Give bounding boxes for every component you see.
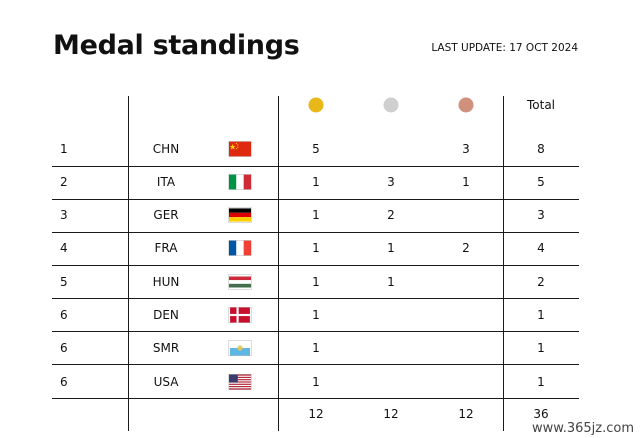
- rank-cell: 6: [60, 308, 68, 322]
- gold-count-cell: 1: [312, 208, 320, 222]
- gold-count-cell: 1: [312, 341, 320, 355]
- bronze-count-cell: 3: [462, 142, 470, 156]
- san-marino-flag-icon: [229, 340, 251, 356]
- row-divider: [52, 398, 579, 399]
- row-divider: [52, 166, 579, 167]
- total-total-cell: 36: [533, 407, 549, 421]
- last-update-label: LAST UPDATE: 17 OCT 2024: [431, 42, 578, 54]
- country-code-cell: GER: [153, 208, 179, 222]
- hungary-flag-icon: [229, 275, 251, 290]
- row-divider: [52, 298, 579, 299]
- row-divider: [52, 199, 579, 200]
- country-code-cell: USA: [153, 375, 179, 389]
- total-count-cell: 1: [537, 341, 545, 355]
- total-count-cell: 1: [537, 375, 545, 389]
- silver-medal-icon: [383, 97, 399, 113]
- row-divider: [52, 364, 579, 365]
- gold-total-cell: 12: [308, 407, 324, 421]
- denmark-flag-icon: [229, 307, 251, 323]
- total-count-cell: 8: [537, 142, 545, 156]
- rank-cell: 4: [60, 241, 68, 255]
- country-code-cell: CHN: [152, 142, 180, 156]
- row-divider: [52, 331, 579, 332]
- gold-count-cell: 1: [312, 175, 320, 189]
- page-title: Medal standings: [53, 30, 300, 61]
- country-code-cell: HUN: [152, 275, 180, 289]
- total-column-header: Total: [526, 98, 556, 112]
- watermark: www.365jz.com: [530, 421, 636, 436]
- total-count-cell: 1: [537, 308, 545, 322]
- rank-cell: 2: [60, 175, 68, 189]
- total-count-cell: 5: [537, 175, 545, 189]
- silver-count-cell: 3: [387, 175, 395, 189]
- silver-count-cell: 1: [387, 275, 395, 289]
- rank-cell: 6: [60, 341, 68, 355]
- rank-cell: 1: [60, 142, 68, 156]
- country-code-cell: DEN: [153, 308, 179, 322]
- row-divider: [52, 232, 579, 233]
- italy-flag-icon: [229, 174, 251, 190]
- total-count-cell: 3: [537, 208, 545, 222]
- column-divider: [503, 96, 504, 431]
- silver-count-cell: 1: [387, 241, 395, 255]
- gold-medal-icon: [308, 97, 324, 113]
- bronze-count-cell: 2: [462, 241, 470, 255]
- rank-cell: 5: [60, 275, 68, 289]
- rank-cell: 6: [60, 375, 68, 389]
- gold-count-cell: 5: [312, 142, 320, 156]
- column-divider: [128, 96, 129, 431]
- silver-count-cell: 2: [387, 208, 395, 222]
- rank-cell: 3: [60, 208, 68, 222]
- gold-count-cell: 1: [312, 308, 320, 322]
- france-flag-icon: [229, 240, 251, 256]
- silver-total-cell: 12: [383, 407, 399, 421]
- total-count-cell: 4: [537, 241, 545, 255]
- country-code-cell: SMR: [152, 341, 180, 355]
- germany-flag-icon: [229, 208, 251, 223]
- country-code-cell: ITA: [156, 175, 176, 189]
- row-divider: [52, 265, 579, 266]
- gold-count-cell: 1: [312, 275, 320, 289]
- usa-flag-icon: [229, 374, 251, 390]
- country-code-cell: FRA: [154, 241, 178, 255]
- total-count-cell: 2: [537, 275, 545, 289]
- bronze-medal-icon: [458, 97, 474, 113]
- bronze-count-cell: 1: [462, 175, 470, 189]
- bronze-total-cell: 12: [458, 407, 474, 421]
- gold-count-cell: 1: [312, 241, 320, 255]
- column-divider: [278, 96, 279, 431]
- china-flag-icon: [229, 141, 251, 157]
- gold-count-cell: 1: [312, 375, 320, 389]
